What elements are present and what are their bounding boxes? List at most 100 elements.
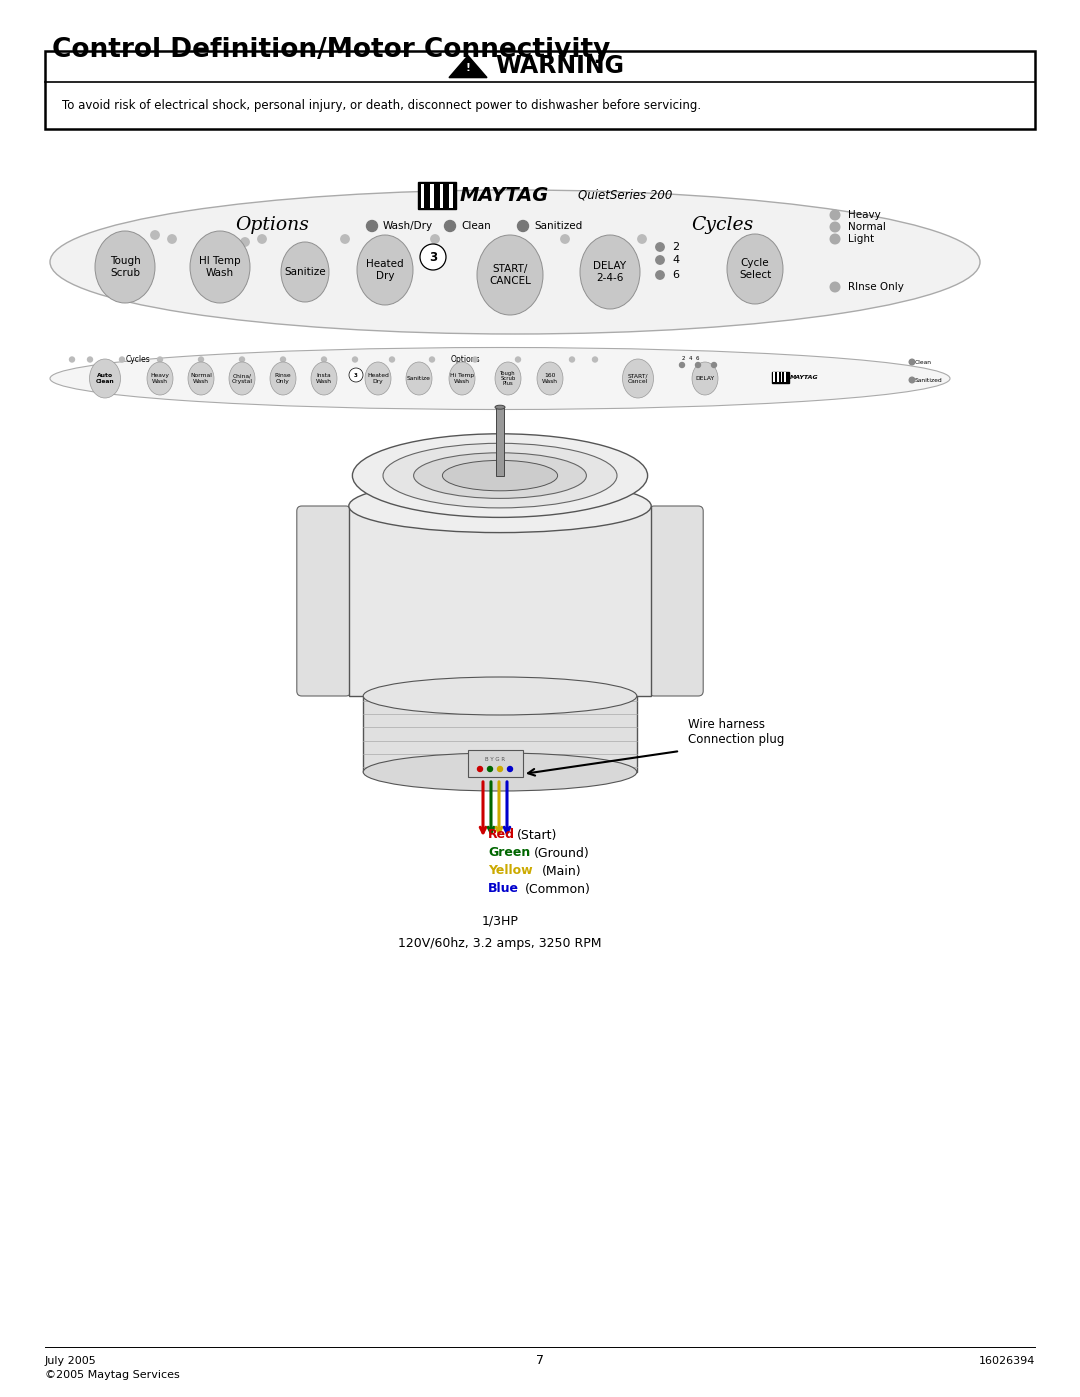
Text: 1/3HP: 1/3HP — [482, 915, 518, 928]
Circle shape — [477, 767, 483, 771]
Text: Options: Options — [450, 355, 480, 365]
Text: Yellow: Yellow — [488, 865, 532, 877]
Text: WARNING: WARNING — [495, 53, 624, 77]
Text: Heavy: Heavy — [848, 210, 881, 219]
Text: Clean: Clean — [461, 221, 490, 231]
FancyBboxPatch shape — [349, 506, 651, 696]
Circle shape — [831, 210, 840, 219]
Text: (Main): (Main) — [542, 865, 582, 877]
Ellipse shape — [95, 231, 156, 303]
Text: Tough
Scrub
Plus: Tough Scrub Plus — [500, 370, 516, 387]
FancyBboxPatch shape — [784, 372, 786, 383]
Circle shape — [656, 271, 664, 279]
Text: DELAY
2-4-6: DELAY 2-4-6 — [593, 261, 626, 282]
Text: 2  4  6: 2 4 6 — [681, 356, 700, 362]
Ellipse shape — [352, 434, 648, 517]
Text: Sanitized: Sanitized — [534, 221, 582, 231]
Text: START/
Cancel: START/ Cancel — [627, 373, 648, 384]
Text: 120V/60hz, 3.2 amps, 3250 RPM: 120V/60hz, 3.2 amps, 3250 RPM — [399, 936, 602, 950]
Ellipse shape — [90, 359, 121, 398]
Circle shape — [431, 235, 440, 243]
Circle shape — [508, 767, 513, 771]
Text: DELAY: DELAY — [696, 376, 715, 381]
Ellipse shape — [383, 443, 617, 509]
Text: (Start): (Start) — [516, 828, 557, 841]
Circle shape — [430, 358, 434, 362]
Ellipse shape — [270, 362, 296, 395]
Text: !: ! — [465, 63, 471, 73]
FancyBboxPatch shape — [418, 182, 456, 210]
Text: 4: 4 — [672, 256, 679, 265]
Circle shape — [656, 256, 664, 264]
Ellipse shape — [229, 362, 255, 395]
Circle shape — [593, 358, 597, 362]
Text: Control Definition/Motor Connectivity: Control Definition/Motor Connectivity — [52, 36, 610, 63]
Text: HI Temp
Wash: HI Temp Wash — [199, 256, 241, 278]
Circle shape — [498, 767, 502, 771]
Text: 3: 3 — [354, 373, 357, 377]
Circle shape — [473, 358, 477, 362]
Text: MAYTAG: MAYTAG — [789, 374, 819, 380]
Circle shape — [322, 358, 326, 362]
Text: Heavy
Wash: Heavy Wash — [150, 373, 170, 384]
Circle shape — [487, 767, 492, 771]
Text: Sanitize: Sanitize — [284, 267, 326, 277]
Ellipse shape — [311, 362, 337, 395]
Ellipse shape — [190, 231, 249, 303]
Circle shape — [696, 362, 701, 367]
Circle shape — [151, 231, 159, 239]
FancyBboxPatch shape — [772, 372, 789, 383]
FancyBboxPatch shape — [532, 496, 540, 510]
Circle shape — [281, 358, 285, 362]
FancyBboxPatch shape — [460, 496, 468, 510]
Text: ©2005 Maytag Services: ©2005 Maytag Services — [45, 1370, 179, 1380]
Circle shape — [199, 358, 203, 362]
Circle shape — [69, 358, 75, 362]
FancyBboxPatch shape — [649, 506, 703, 696]
FancyBboxPatch shape — [420, 183, 424, 208]
Circle shape — [366, 221, 378, 232]
Circle shape — [258, 235, 266, 243]
Circle shape — [569, 358, 575, 362]
Circle shape — [831, 235, 840, 244]
Text: Clean: Clean — [915, 359, 932, 365]
FancyBboxPatch shape — [773, 372, 775, 383]
FancyBboxPatch shape — [297, 506, 351, 696]
Ellipse shape — [50, 190, 980, 334]
Text: START/
CANCEL: START/ CANCEL — [489, 264, 531, 286]
FancyBboxPatch shape — [604, 496, 612, 510]
Ellipse shape — [477, 235, 543, 314]
FancyBboxPatch shape — [468, 750, 523, 777]
FancyBboxPatch shape — [440, 183, 443, 208]
Text: Sanitized: Sanitized — [915, 377, 943, 383]
Circle shape — [241, 237, 249, 246]
Ellipse shape — [495, 362, 521, 395]
Ellipse shape — [443, 461, 557, 490]
Text: 6: 6 — [672, 270, 679, 279]
Circle shape — [909, 377, 915, 383]
Text: Auto
Clean: Auto Clean — [96, 373, 114, 384]
Text: Cycle
Select: Cycle Select — [739, 258, 771, 279]
Circle shape — [349, 367, 363, 381]
Text: Insta
Wash: Insta Wash — [316, 373, 332, 384]
Ellipse shape — [50, 348, 950, 409]
Text: (Ground): (Ground) — [534, 847, 590, 859]
Circle shape — [341, 235, 349, 243]
Ellipse shape — [349, 479, 651, 532]
FancyBboxPatch shape — [449, 183, 453, 208]
Circle shape — [679, 362, 685, 367]
Ellipse shape — [365, 362, 391, 395]
Ellipse shape — [727, 235, 783, 305]
Ellipse shape — [495, 405, 505, 409]
Circle shape — [656, 243, 664, 251]
Circle shape — [352, 358, 357, 362]
Text: To avoid risk of electrical shock, personal injury, or death, disconnect power t: To avoid risk of electrical shock, perso… — [62, 99, 701, 112]
Text: 7: 7 — [536, 1355, 544, 1368]
Ellipse shape — [622, 359, 653, 398]
Text: Light: Light — [848, 235, 874, 244]
Circle shape — [831, 282, 840, 292]
Text: July 2005: July 2005 — [45, 1356, 97, 1366]
Text: 3: 3 — [429, 250, 437, 264]
Ellipse shape — [580, 235, 640, 309]
Circle shape — [158, 358, 162, 362]
